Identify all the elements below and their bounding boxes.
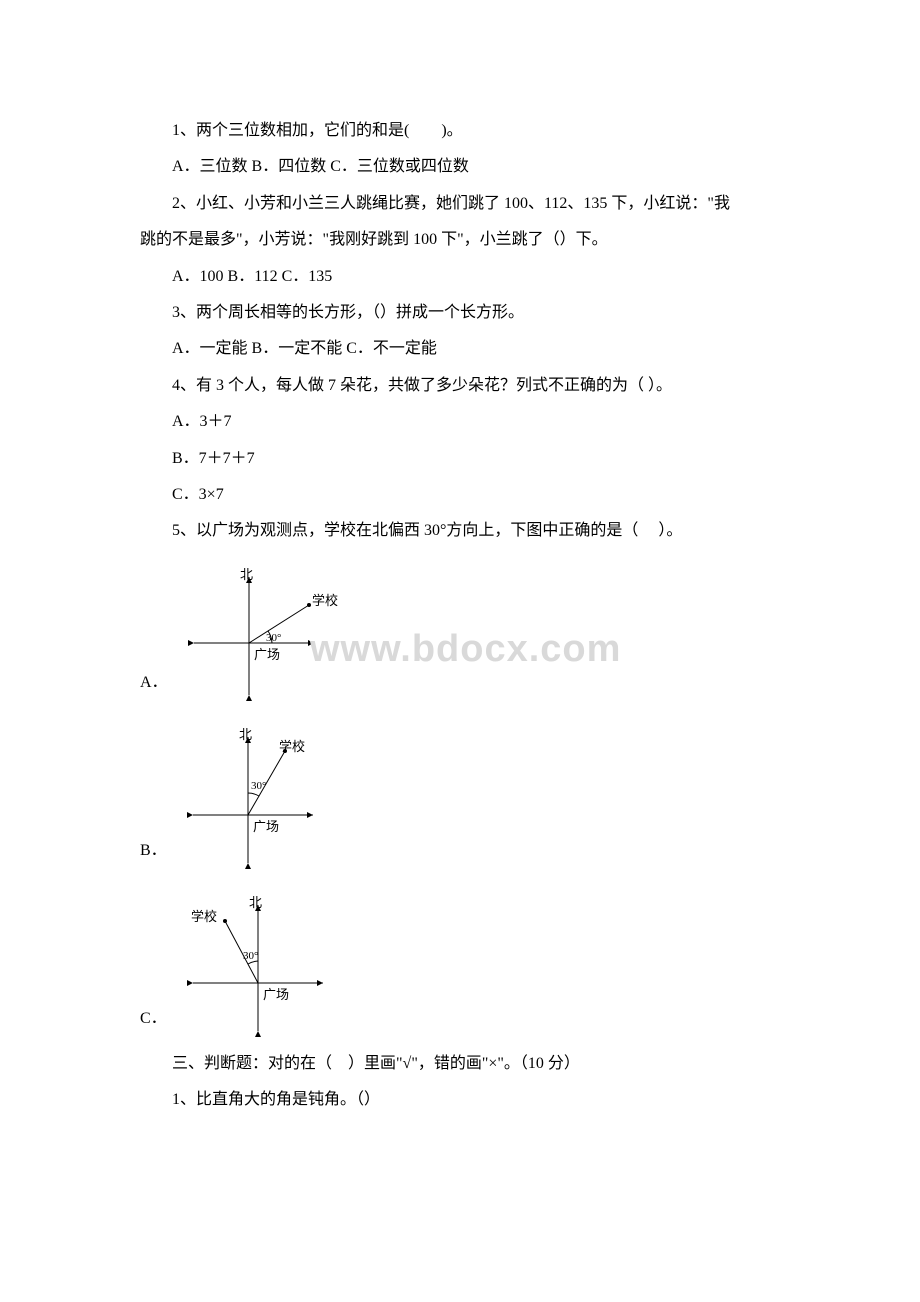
q5-diagram-c: 北 学校 广场 30° [173,891,343,1041]
q5-diagram-c-row: C． 北 学校 广场 30° [140,891,800,1041]
square-label-c: 广场 [263,987,289,1002]
q5-text: 5、以广场为观测点，学校在北偏西 30°方向上，下图中正确的是（ ）。 [140,516,800,546]
q5-diagram-a: 北 学校 广场 30° [174,565,344,705]
watermark-text: www.bdocx.com [310,613,621,685]
q2-line1: 2、小红、小芳和小兰三人跳绳比赛，她们跳了 100、112、135 下，小红说：… [140,189,800,219]
q4-optA: A．3＋7 [140,407,800,437]
north-label: 北 [240,567,253,582]
q4-optC: C．3×7 [140,480,800,510]
square-label-b: 广场 [253,819,279,834]
q4-optB: B．7＋7＋7 [140,444,800,474]
q5-label-c: C． [140,1004,167,1040]
angle-label-b: 30° [251,780,266,792]
q3-text: 3、两个周长相等的长方形，（）拼成一个长方形。 [140,298,800,328]
q1-text: 1、两个三位数相加，它们的和是( )。 [140,116,800,146]
q2-line2: 跳的不是最多"，小芳说："我刚好跳到 100 下"，小兰跳了（）下。 [140,225,800,255]
q5-diagram-b: 北 学校 广场 30° [173,723,343,873]
north-label-c: 北 [249,895,262,910]
q5-label-a: A． [140,668,168,704]
j1-text: 1、比直角大的角是钝角。（） [140,1085,800,1115]
section3-title: 三、判断题：对的在（ ）里画"√"，错的画"×"。（10 分） [140,1049,800,1079]
school-label: 学校 [312,593,338,608]
school-label-b: 学校 [279,739,305,754]
q5-diagram-b-row: B． 北 学校 广场 30° [140,723,800,873]
angle-label-c: 30° [243,950,258,962]
north-label-b: 北 [239,727,252,742]
q5-label-b: B． [140,836,167,872]
angle-label: 30° [266,632,281,644]
q4-text: 4、有 3 个人，每人做 7 朵花，共做了多少朵花？列式不正确的为（ ）。 [140,371,800,401]
square-label: 广场 [254,647,280,662]
q2-options: A．100 B．112 C．135 [140,262,800,292]
school-label-c: 学校 [191,909,217,924]
q5-diagram-a-row: www.bdocx.com A． 北 学校 广场 30° [140,565,800,705]
q1-options: A．三位数 B．四位数 C．三位数或四位数 [140,152,800,182]
q3-options: A．一定能 B．一定不能 C．不一定能 [140,334,800,364]
